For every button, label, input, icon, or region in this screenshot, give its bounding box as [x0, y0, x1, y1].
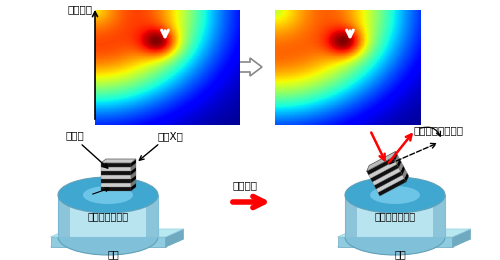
Polygon shape [393, 151, 398, 161]
Polygon shape [50, 229, 184, 237]
Polygon shape [368, 161, 397, 178]
Polygon shape [101, 187, 131, 191]
Polygon shape [131, 183, 136, 191]
Polygon shape [402, 169, 407, 178]
Polygon shape [50, 237, 166, 247]
Polygon shape [101, 179, 131, 183]
Polygon shape [58, 195, 70, 237]
Ellipse shape [370, 186, 420, 204]
Polygon shape [398, 162, 403, 171]
Text: 基板: 基板 [394, 249, 406, 259]
Ellipse shape [58, 219, 158, 255]
Polygon shape [452, 229, 470, 247]
Polygon shape [374, 171, 402, 189]
Polygon shape [433, 195, 445, 237]
Text: 単分子ユニット: 単分子ユニット [88, 211, 128, 221]
Polygon shape [338, 237, 452, 247]
Polygon shape [395, 155, 400, 164]
Polygon shape [397, 158, 402, 168]
Polygon shape [234, 58, 262, 76]
Polygon shape [101, 171, 131, 175]
Polygon shape [370, 164, 398, 182]
Text: ナノ結晶: ナノ結晶 [76, 197, 100, 207]
Polygon shape [366, 157, 395, 175]
Polygon shape [404, 173, 409, 182]
Polygon shape [146, 195, 158, 237]
Polygon shape [101, 159, 136, 163]
Polygon shape [101, 163, 131, 167]
Ellipse shape [345, 219, 445, 255]
Text: 測定角度: 測定角度 [68, 4, 93, 14]
Polygon shape [345, 195, 445, 237]
Polygon shape [345, 195, 357, 237]
Text: 回折X線: 回折X線 [157, 131, 183, 141]
Ellipse shape [345, 177, 445, 213]
Polygon shape [376, 175, 404, 192]
Polygon shape [101, 183, 131, 187]
Polygon shape [338, 239, 470, 247]
Polygon shape [50, 239, 184, 247]
Polygon shape [366, 151, 396, 171]
Polygon shape [131, 167, 136, 175]
Text: 単分子ユニット: 単分子ユニット [374, 211, 416, 221]
Polygon shape [131, 159, 136, 167]
Ellipse shape [58, 177, 158, 213]
Polygon shape [338, 229, 470, 237]
Polygon shape [131, 171, 136, 179]
Polygon shape [101, 167, 131, 171]
Polygon shape [131, 175, 136, 183]
Text: 放射光: 放射光 [66, 130, 84, 140]
Polygon shape [372, 168, 400, 185]
Polygon shape [400, 165, 405, 175]
Polygon shape [166, 229, 184, 247]
Text: 構造変化: 構造変化 [232, 180, 258, 190]
Polygon shape [378, 178, 406, 196]
Polygon shape [58, 195, 158, 237]
Polygon shape [101, 175, 131, 179]
Text: 基板: 基板 [107, 249, 119, 259]
Polygon shape [131, 179, 136, 187]
Text: 回折点が運動する: 回折点が運動する [413, 125, 463, 135]
Polygon shape [131, 163, 136, 171]
Ellipse shape [83, 186, 133, 204]
